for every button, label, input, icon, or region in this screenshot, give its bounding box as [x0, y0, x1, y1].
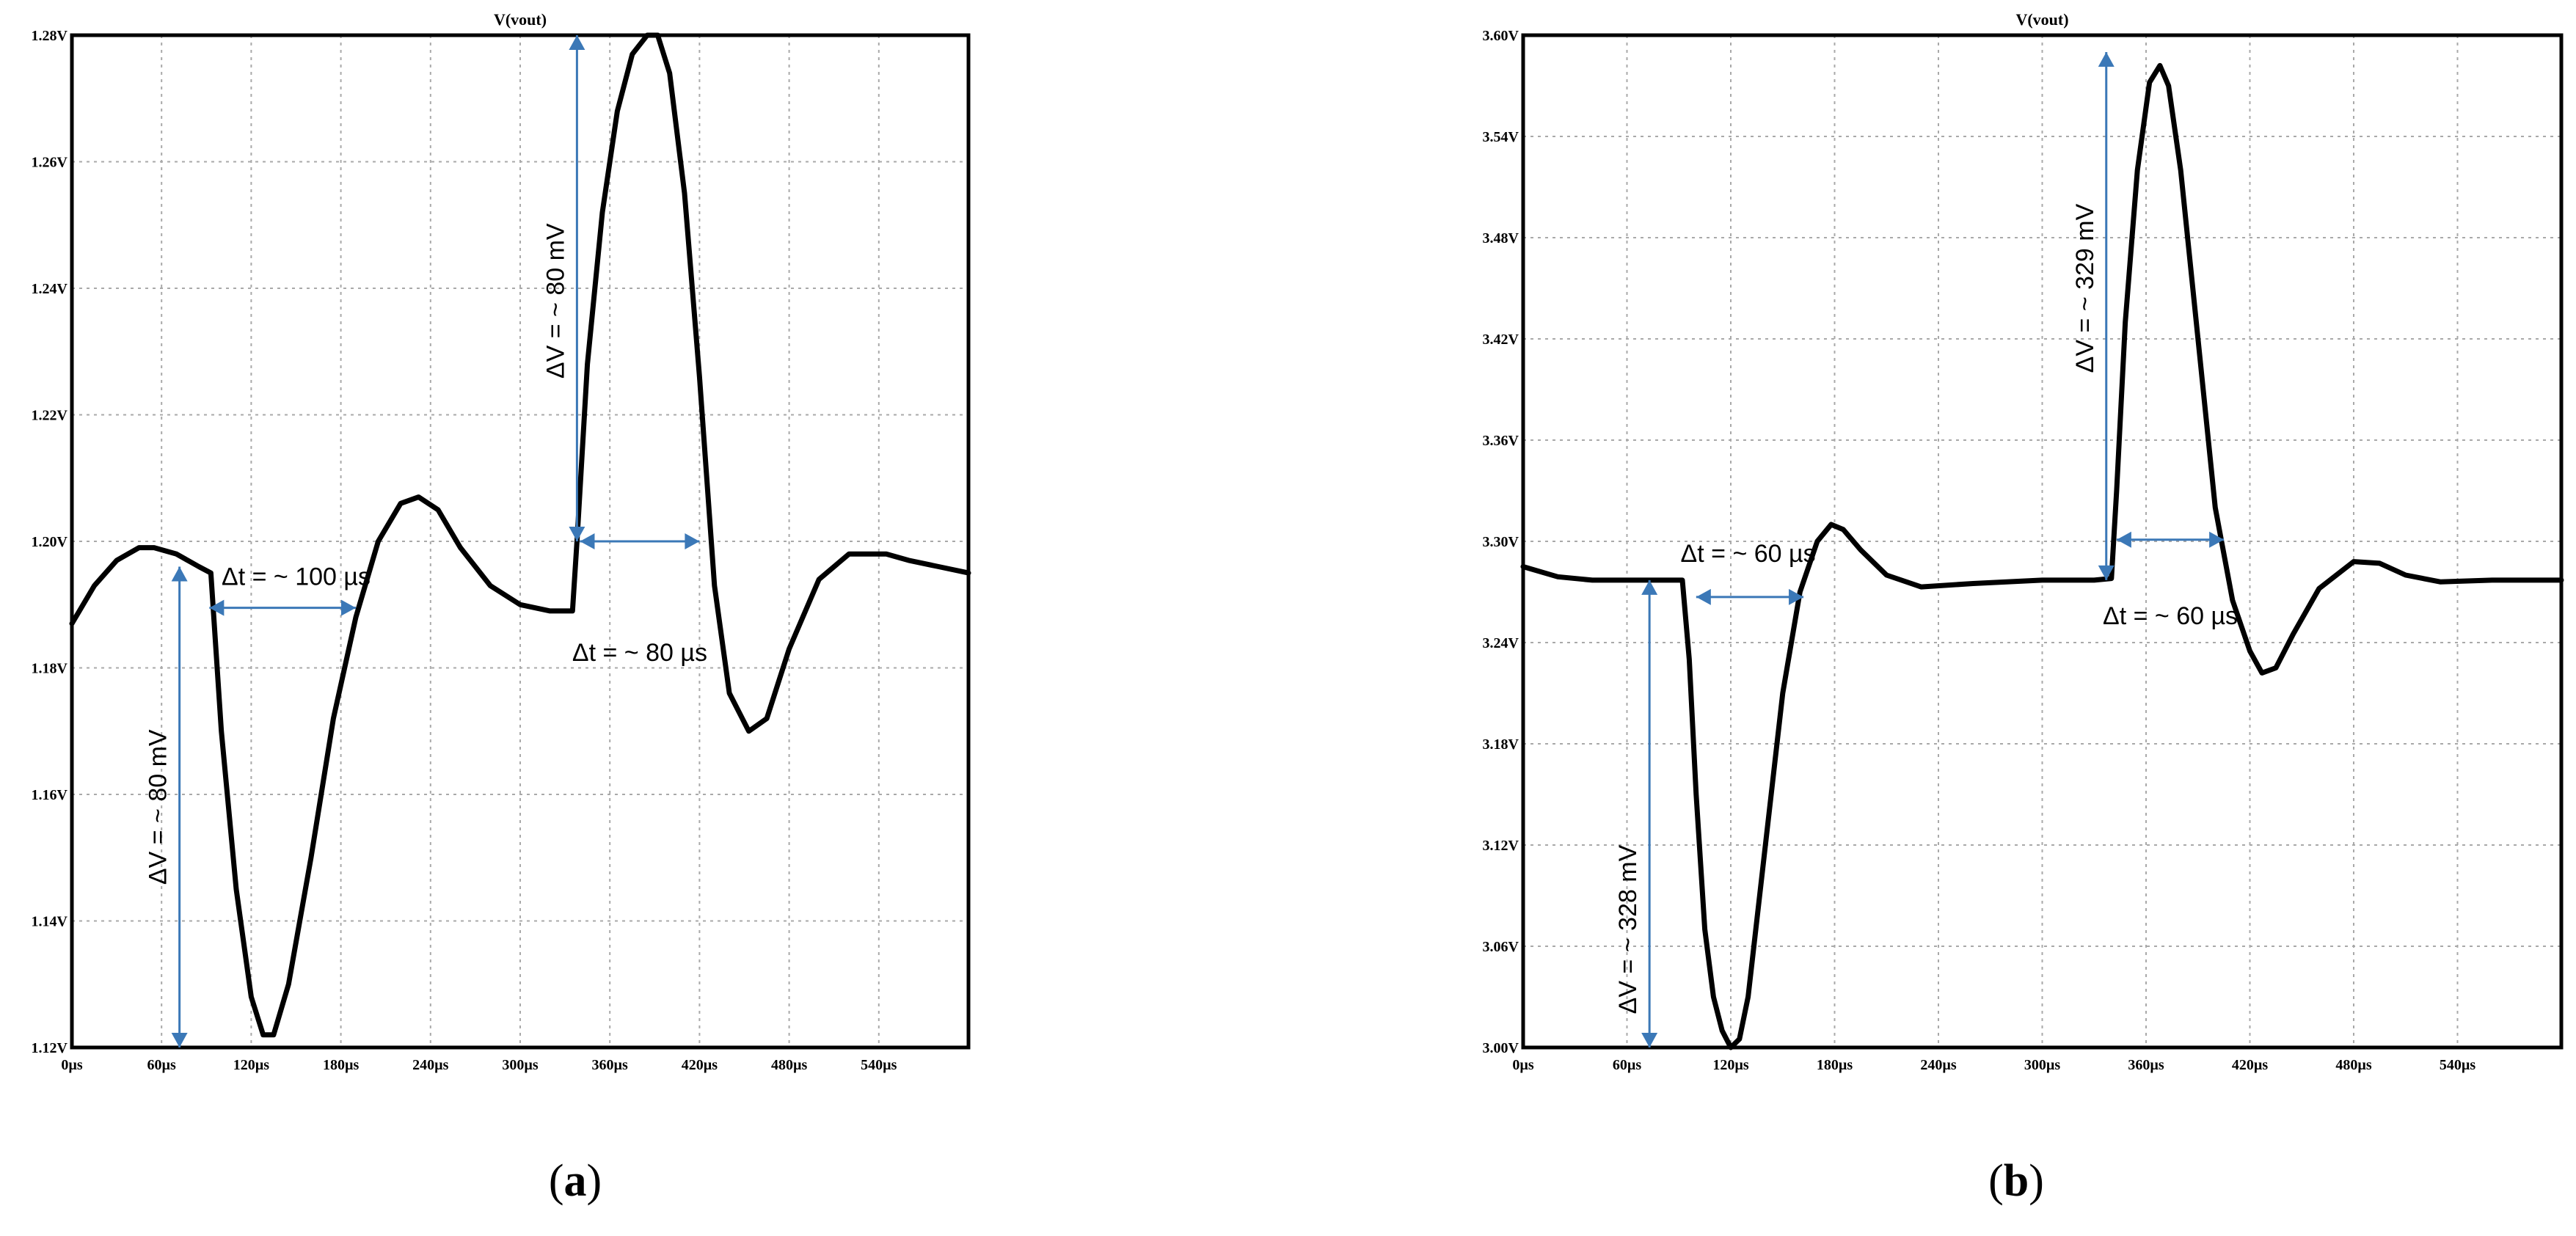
y-tick-label: 3.00V	[1483, 1040, 1519, 1056]
y-tick-label: 3.48V	[1483, 230, 1519, 246]
y-tick-label: 3.24V	[1483, 635, 1519, 651]
delta-v-right-label: ΔV = ~ 329 mV	[2071, 203, 2099, 373]
series-line	[69, 32, 971, 1038]
delta-t-left-label: Δt = ~ 100 µs	[222, 563, 371, 590]
caption-close: )	[2029, 1156, 2044, 1206]
chart-panel-a: V(vout) 1.12V 1.14V 1.16V 1.18V 1.20V 1.22V 1.2…	[32, 10, 971, 1073]
caption-letter: b	[2003, 1156, 2029, 1206]
caption-letter: a	[563, 1156, 587, 1206]
x-tick-label: 120µs	[1712, 1057, 1749, 1073]
y-tick-label: 3.36V	[1483, 433, 1519, 449]
delta-v-right-label: ΔV = ~ 80 mV	[541, 223, 569, 379]
x-tick-label: 300µs	[2024, 1057, 2061, 1073]
x-tick-label: 360µs	[592, 1057, 629, 1073]
plot-frame	[1521, 33, 2564, 1050]
x-tick-label: 480µs	[771, 1057, 808, 1073]
y-tick-label: 1.20V	[32, 534, 68, 550]
x-tick-label: 180µs	[323, 1057, 360, 1073]
x-tick-label: 540µs	[2440, 1057, 2476, 1073]
y-tick-label: 1.28V	[32, 28, 68, 44]
x-tick-label: 480µs	[2335, 1057, 2372, 1073]
x-tick-label: 120µs	[233, 1057, 270, 1073]
delta-t-left-arrow-heads	[209, 599, 356, 616]
delta-t-right-label: Δt = ~ 60 µs	[2103, 602, 2238, 630]
gridlines	[72, 35, 968, 1047]
caption-close: )	[586, 1156, 602, 1206]
delta-v-left-label: ΔV = ~ 80 mV	[145, 729, 172, 885]
annotations: ΔV = ~ 328 mV Δt = ~ 60 µs ΔV = ~ 329 mV Δt…	[1614, 52, 2238, 1047]
x-tick-label: 180µs	[1817, 1057, 1853, 1073]
y-tick-label: 1.14V	[32, 914, 68, 930]
x-tick-label: 60µs	[147, 1057, 177, 1073]
x-tick-label: 300µs	[502, 1057, 539, 1073]
x-tick-label: 540µs	[861, 1057, 897, 1073]
x-tick-label: 0µs	[1512, 1057, 1534, 1073]
chart-panel-b: V(vout) 3.00V 3.06V 3.12V 3.18V 3.24V 3.30V 3.3…	[1483, 10, 2564, 1073]
y-tick-label: 1.16V	[32, 787, 68, 803]
x-tick-label: 240µs	[1920, 1057, 1957, 1073]
series-line	[1520, 62, 2564, 1050]
y-tick-label: 1.12V	[32, 1040, 68, 1056]
x-tick-label: 420µs	[682, 1057, 718, 1073]
y-tick-label: 1.22V	[32, 408, 68, 424]
y-tick-label: 3.18V	[1483, 736, 1519, 753]
y-tick-label: 3.60V	[1483, 28, 1519, 44]
chart-title: V(vout)	[2015, 10, 2068, 29]
y-tick-label: 3.06V	[1483, 939, 1519, 955]
y-tick-label: 3.30V	[1483, 534, 1519, 550]
x-tick-label: 240µs	[412, 1057, 449, 1073]
delta-v-left-label: ΔV = ~ 328 mV	[1614, 844, 1642, 1014]
chart-title: V(vout)	[494, 10, 547, 29]
annotations: ΔV = ~ 80 mV Δt = ~ 100 µs ΔV = ~ 80 mV Δt …	[145, 35, 707, 1047]
x-tick-label: 60µs	[1613, 1057, 1642, 1073]
gridlines	[1523, 35, 2561, 1047]
y-tick-label: 3.12V	[1483, 838, 1519, 854]
caption-open: (	[548, 1156, 564, 1206]
delta-t-right-arrow-heads	[580, 533, 700, 549]
x-tick-label: 360µs	[2128, 1057, 2164, 1073]
y-tick-label: 1.26V	[32, 155, 68, 171]
y-tick-label: 3.42V	[1483, 332, 1519, 348]
x-tick-label: 420µs	[2232, 1057, 2269, 1073]
y-tick-label: 1.18V	[32, 661, 68, 677]
panel-a-caption: (a)	[502, 1155, 649, 1207]
plot-frame	[70, 33, 971, 1050]
delta-t-right-label: Δt = ~ 80 µs	[572, 639, 707, 667]
y-tick-label: 3.54V	[1483, 129, 1519, 145]
x-tick-label: 0µs	[61, 1057, 83, 1073]
y-tick-label: 1.24V	[32, 281, 68, 297]
delta-t-left-label: Δt = ~ 60 µs	[1681, 540, 1816, 568]
panel-b-caption: (b)	[1943, 1155, 2090, 1207]
caption-open: (	[1988, 1156, 2004, 1206]
